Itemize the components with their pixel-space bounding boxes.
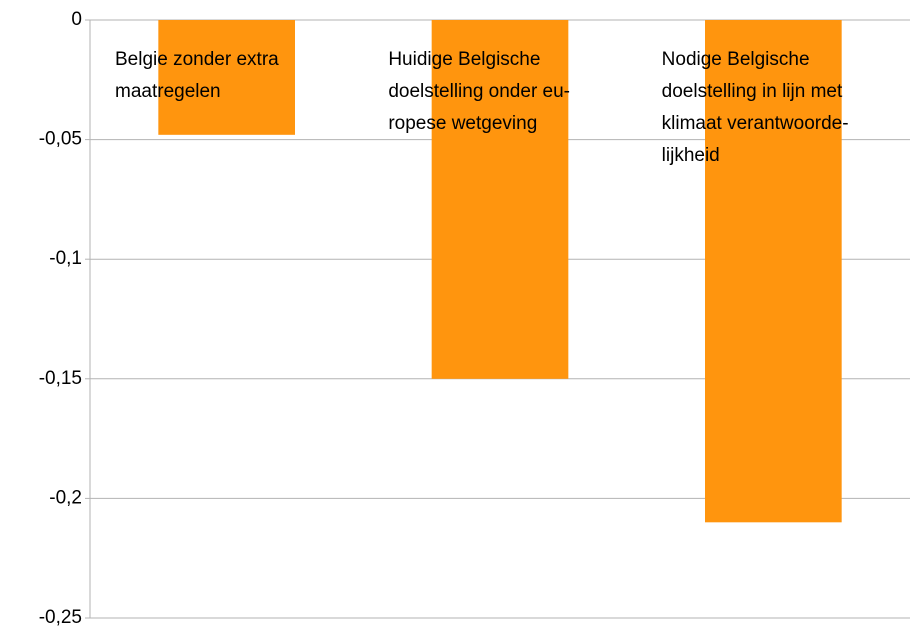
category-label: Huidige Belgische doelstelling onder eu-… — [388, 49, 571, 134]
y-tick-label: -0,25 — [39, 607, 82, 628]
y-tick-label: -0,05 — [39, 129, 82, 150]
bar — [158, 20, 295, 135]
bar — [431, 20, 569, 379]
y-tick-label: -0,2 — [49, 487, 82, 508]
category-label: Belgie zonder extra maatregelen — [115, 49, 279, 102]
category-label: Nodige Belgische doelstelling in lijn me… — [661, 49, 849, 166]
y-tick-label: 0 — [71, 9, 82, 30]
y-tick-label: -0,1 — [49, 248, 82, 269]
bar — [705, 20, 842, 523]
y-tick-label: -0,15 — [39, 368, 82, 389]
